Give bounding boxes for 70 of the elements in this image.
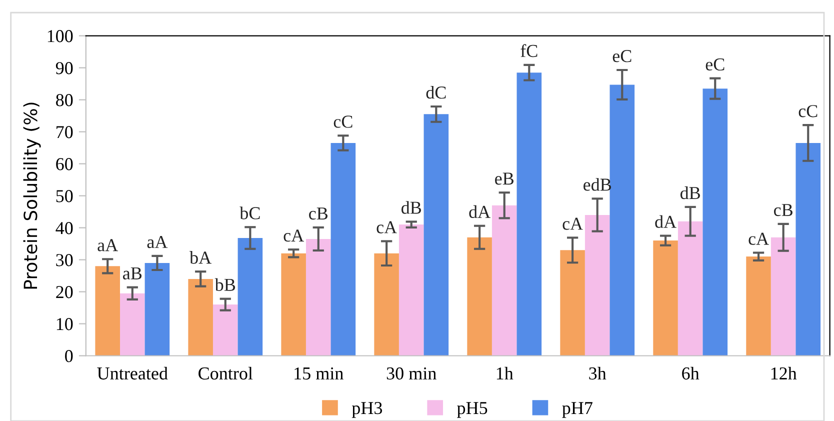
- bar: [306, 238, 331, 356]
- bar: [746, 256, 771, 356]
- bar: [653, 240, 678, 356]
- bar: [584, 214, 610, 356]
- bar: [560, 250, 585, 356]
- data-label: cA: [376, 221, 397, 234]
- x-tick-label: 30 min: [386, 367, 436, 380]
- y-tick-label: 90: [56, 62, 73, 74]
- bar: [796, 142, 821, 356]
- x-tick-label: 6h: [682, 366, 700, 380]
- x-tick-label: 3h: [589, 366, 606, 380]
- bar: [374, 253, 399, 356]
- y-axis-title: Protein Solubility (%): [23, 102, 41, 289]
- bar: [467, 237, 492, 356]
- data-label: dB: [680, 186, 700, 200]
- bar: [281, 253, 306, 356]
- data-label: eC: [706, 58, 724, 71]
- bar: [610, 84, 635, 356]
- bar: [702, 88, 728, 356]
- data-label: fC: [520, 44, 538, 58]
- data-label: bB: [214, 278, 236, 291]
- bar: [678, 221, 703, 356]
- bar: [398, 224, 424, 356]
- y-tick-label: 60: [56, 158, 73, 170]
- y-tick-label: 30: [56, 254, 73, 266]
- data-label: eB: [495, 172, 514, 185]
- x-tick-label: 15 min: [294, 367, 344, 380]
- data-label: cC: [334, 116, 352, 128]
- data-label: cB: [774, 204, 792, 216]
- y-tick-label: 40: [56, 222, 73, 234]
- y-tick-label: 20: [56, 286, 73, 298]
- data-label: aA: [147, 236, 168, 248]
- data-label: cB: [309, 208, 328, 220]
- data-label: dA: [469, 205, 490, 218]
- y-tick-label: 100: [48, 30, 73, 42]
- data-label: bA: [190, 251, 212, 264]
- legend-label: pH3: [352, 402, 382, 418]
- data-label: bC: [240, 206, 260, 220]
- bar: [120, 293, 145, 356]
- data-label: aA: [98, 239, 118, 252]
- data-label: cA: [562, 218, 583, 230]
- bar: [238, 238, 263, 356]
- y-tick-label: 70: [56, 126, 73, 138]
- data-label: cC: [798, 105, 818, 118]
- bar: [770, 237, 796, 356]
- data-label: eC: [612, 50, 632, 62]
- data-label: cA: [748, 232, 769, 245]
- y-tick-label: 10: [56, 318, 73, 330]
- x-tick-label: Untreated: [97, 366, 168, 380]
- bar: [492, 205, 517, 356]
- x-tick-label: Control: [198, 366, 253, 380]
- data-label: cA: [284, 230, 304, 242]
- y-tick-label: 50: [56, 190, 73, 202]
- legend-label: pH5: [457, 402, 488, 418]
- bar: [212, 304, 238, 356]
- data-label: dC: [426, 86, 446, 99]
- data-label: dB: [401, 201, 422, 214]
- bar: [424, 114, 449, 356]
- bar: [330, 142, 356, 356]
- data-label: dA: [655, 215, 676, 228]
- bar: [516, 72, 542, 356]
- x-tick-label: 12h: [771, 366, 797, 380]
- bar: [95, 266, 120, 356]
- y-tick-label: 80: [56, 94, 73, 106]
- legend-label: pH7: [562, 402, 592, 418]
- y-tick-label: 0: [65, 350, 73, 362]
- x-tick-label: 1h: [496, 366, 514, 380]
- bar: [144, 262, 170, 356]
- bar: [188, 278, 213, 356]
- data-label: aB: [123, 267, 142, 280]
